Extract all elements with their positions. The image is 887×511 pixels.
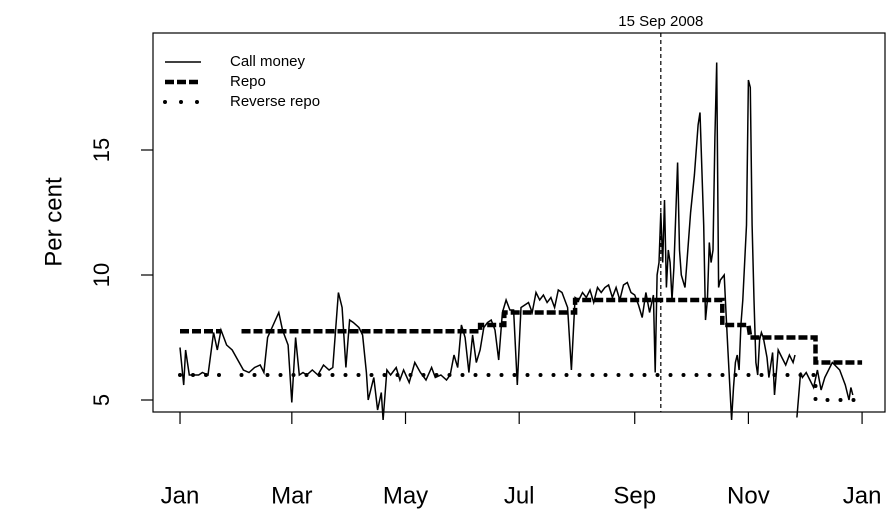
legend-label: Reverse repo	[230, 93, 320, 110]
y-tick-label: 15	[89, 138, 114, 162]
series-line	[180, 297, 863, 365]
x-tick-label: Jul	[504, 482, 535, 509]
y-tick-label: 10	[89, 263, 114, 287]
x-tick-label: Nov	[727, 482, 770, 509]
event-label: 15 Sep 2008	[618, 13, 703, 30]
x-tick-label: May	[383, 482, 428, 509]
legend-label: Repo	[230, 73, 266, 90]
x-tick-label: Jan	[161, 482, 200, 509]
x-tick-label: Mar	[271, 482, 312, 509]
legend-label: Call money	[230, 53, 306, 70]
series-line	[179, 62, 854, 421]
y-axis-label: Per cent	[40, 177, 67, 267]
x-tick-label: Jan	[843, 482, 882, 509]
series-line	[178, 373, 865, 402]
y-tick-label: 5	[89, 394, 114, 406]
x-tick-label: Sep	[613, 482, 656, 509]
